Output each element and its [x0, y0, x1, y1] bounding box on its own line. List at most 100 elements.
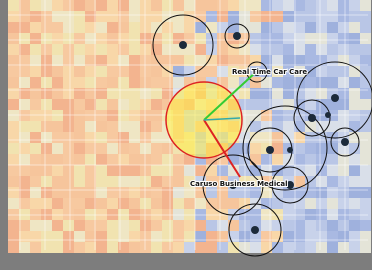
tile [217, 220, 228, 231]
tile [85, 132, 96, 143]
tile [283, 11, 294, 22]
tile [30, 55, 41, 66]
tile [228, 198, 239, 209]
tile [74, 55, 85, 66]
tile [8, 242, 19, 253]
tile [74, 220, 85, 231]
tile [8, 33, 19, 44]
tile [19, 66, 30, 77]
tile [283, 121, 294, 132]
tile [305, 0, 316, 11]
tile [41, 176, 52, 187]
marker[interactable] [179, 41, 187, 49]
tile [360, 33, 371, 44]
tile [85, 99, 96, 110]
tile [173, 187, 184, 198]
tile [162, 187, 173, 198]
tile [8, 121, 19, 132]
tile [327, 121, 338, 132]
tile [283, 55, 294, 66]
tile [129, 198, 140, 209]
tile [173, 77, 184, 88]
place-label[interactable]: Caruso Business Medical [190, 180, 288, 188]
marker[interactable] [233, 32, 241, 40]
tile [162, 22, 173, 33]
marker[interactable] [266, 146, 274, 154]
tile [327, 77, 338, 88]
tile [41, 99, 52, 110]
tile [52, 99, 63, 110]
marker[interactable] [287, 147, 293, 153]
tile [316, 143, 327, 154]
tile [316, 11, 327, 22]
tile [107, 187, 118, 198]
tile [85, 55, 96, 66]
tile [30, 242, 41, 253]
tile [283, 198, 294, 209]
tile [8, 55, 19, 66]
tile [151, 187, 162, 198]
tile [74, 44, 85, 55]
tile [19, 22, 30, 33]
tile [52, 22, 63, 33]
tile [30, 220, 41, 231]
marker[interactable] [341, 138, 349, 146]
tile [52, 66, 63, 77]
tile [74, 132, 85, 143]
tile [327, 198, 338, 209]
marker[interactable] [325, 112, 331, 118]
tile [327, 176, 338, 187]
tile [349, 99, 360, 110]
tile [349, 44, 360, 55]
tile [250, 187, 261, 198]
tile [41, 0, 52, 11]
tile [305, 33, 316, 44]
tile [349, 154, 360, 165]
tile [63, 165, 74, 176]
tile [96, 154, 107, 165]
tile [41, 242, 52, 253]
tile [305, 220, 316, 231]
tile [151, 176, 162, 187]
tile [327, 66, 338, 77]
tile [250, 0, 261, 11]
tile [19, 154, 30, 165]
tile [74, 11, 85, 22]
tile [151, 77, 162, 88]
tile [338, 11, 349, 22]
tile [74, 176, 85, 187]
tile [228, 0, 239, 11]
tile [85, 198, 96, 209]
marker[interactable] [251, 226, 259, 234]
tile [272, 132, 283, 143]
tile [316, 198, 327, 209]
tile [129, 132, 140, 143]
tile [41, 11, 52, 22]
tile [283, 154, 294, 165]
tile [195, 44, 206, 55]
tile [162, 55, 173, 66]
tile [184, 198, 195, 209]
tile [272, 198, 283, 209]
marker[interactable] [308, 114, 316, 122]
tile [349, 0, 360, 11]
tile [360, 176, 371, 187]
tile [74, 22, 85, 33]
place-label[interactable]: Real Time Car Care [232, 68, 307, 76]
tile [107, 99, 118, 110]
tile [8, 132, 19, 143]
tile [294, 220, 305, 231]
tile [360, 187, 371, 198]
tile [74, 165, 85, 176]
tile [360, 55, 371, 66]
marker[interactable] [331, 94, 339, 102]
tile [8, 11, 19, 22]
tile [85, 121, 96, 132]
tile [41, 154, 52, 165]
tile [206, 220, 217, 231]
tile [338, 77, 349, 88]
tile [338, 66, 349, 77]
tile [74, 99, 85, 110]
tile [349, 165, 360, 176]
tile [107, 198, 118, 209]
